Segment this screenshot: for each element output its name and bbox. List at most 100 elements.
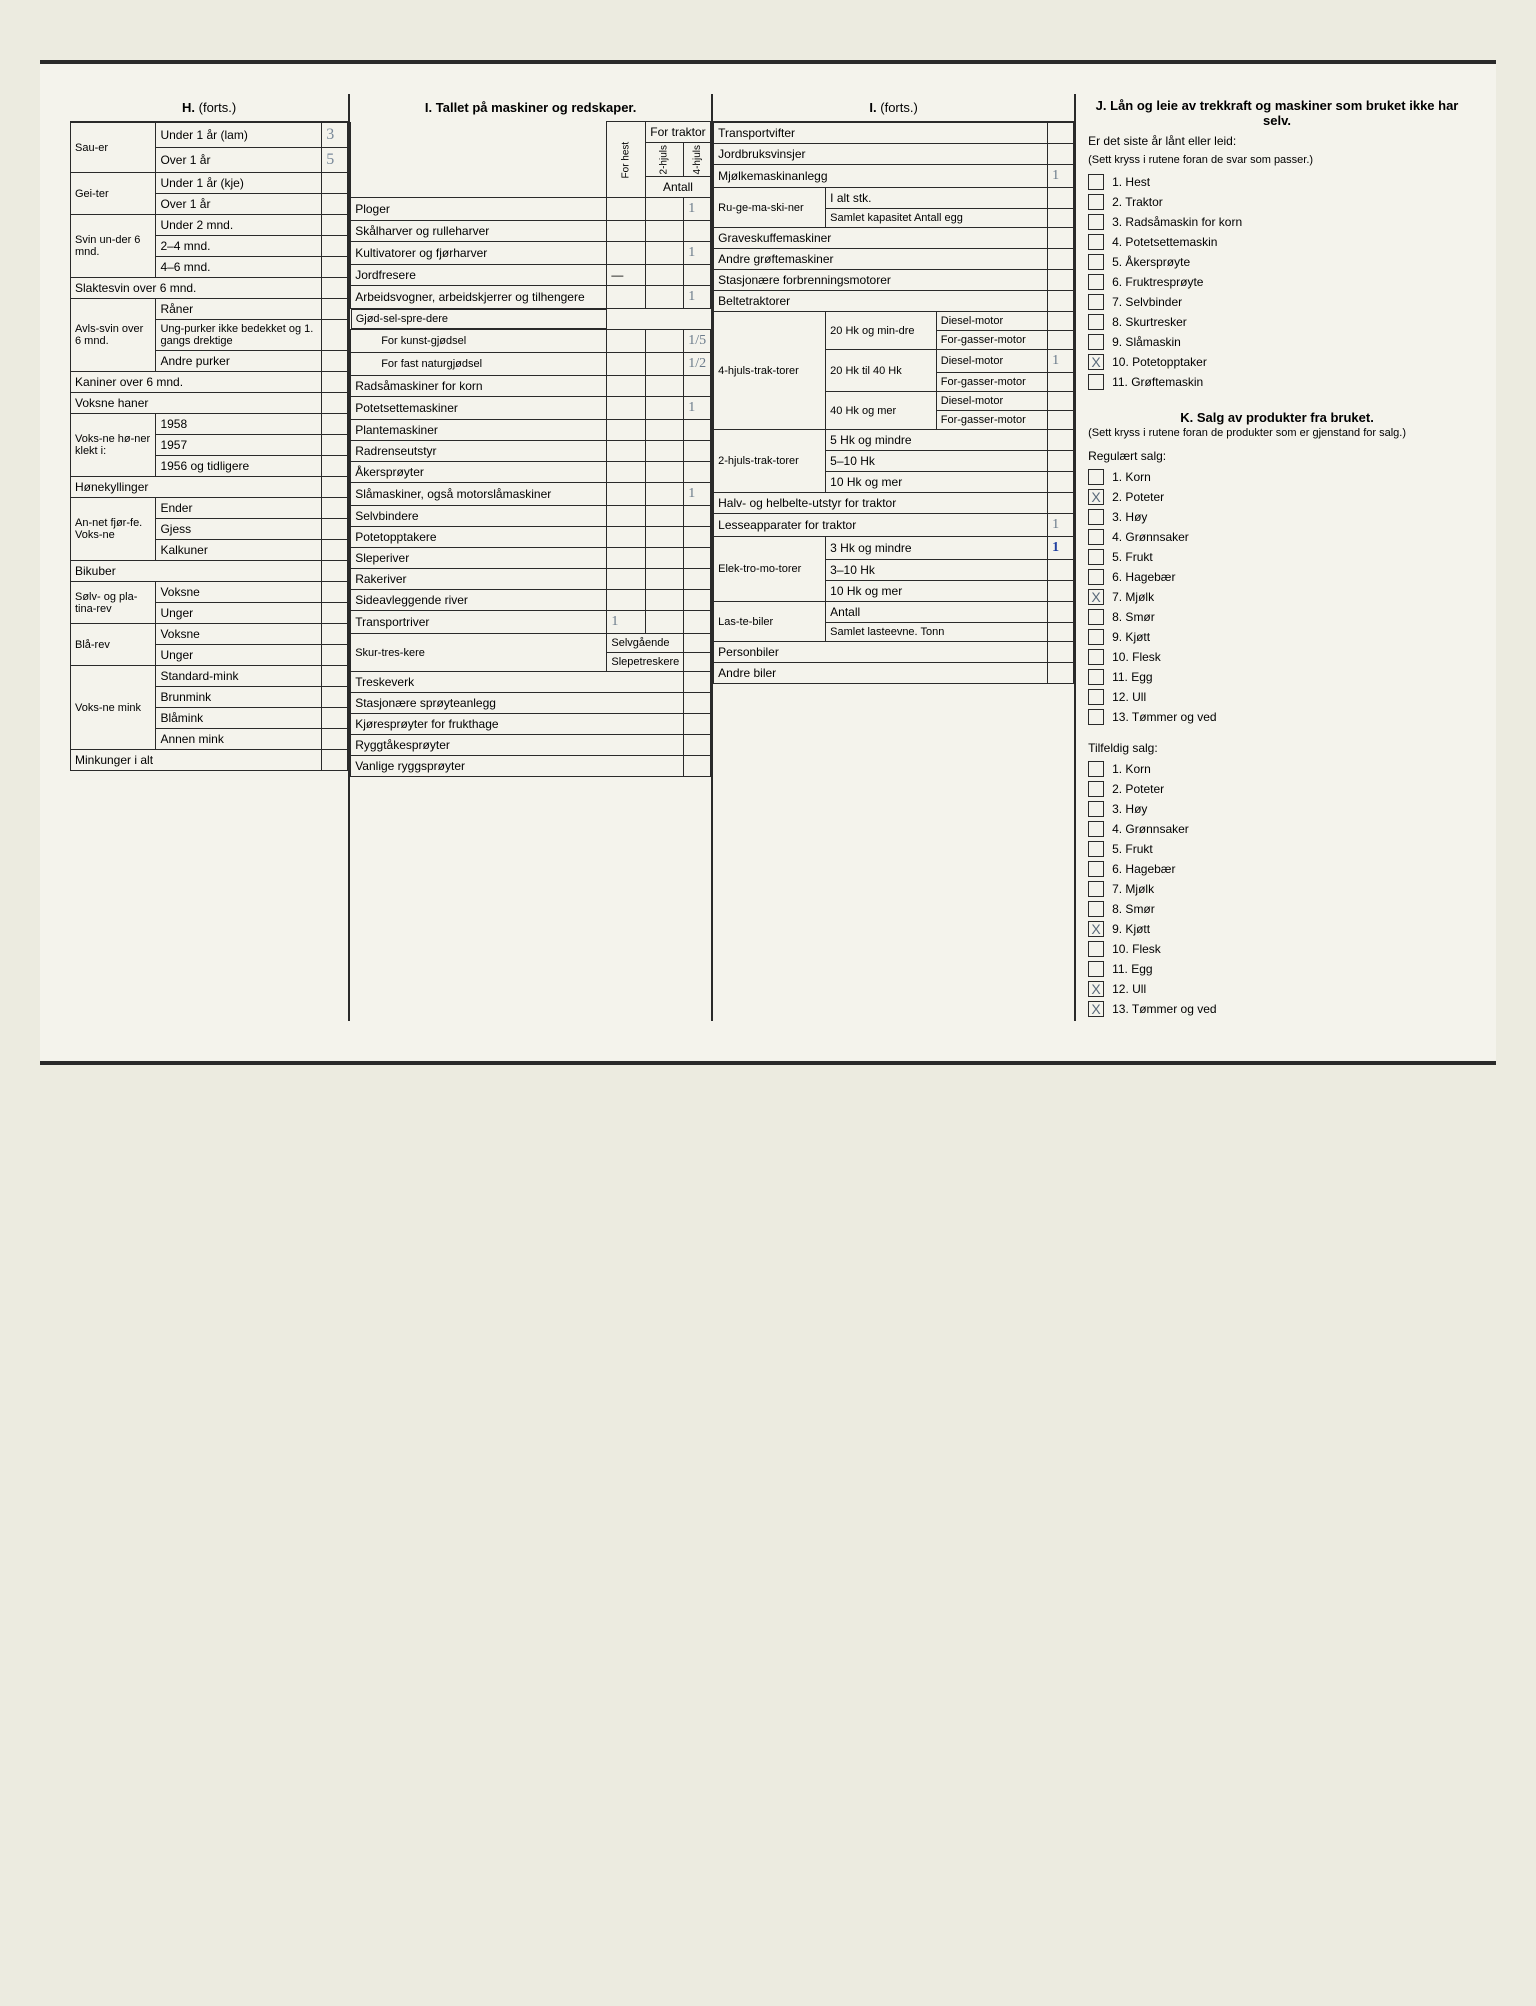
arbeidsvogner-val[interactable]: 1 [684, 286, 711, 309]
k-tilf-item-checkbox-3[interactable] [1088, 821, 1104, 837]
stasjonforbr: Stasjonære forbrenningsmotorer [714, 270, 1048, 291]
j-item-checkbox-10[interactable] [1088, 374, 1104, 390]
transportriver: Transportriver [351, 611, 607, 634]
k-reg-item-checkbox-3[interactable] [1088, 529, 1104, 545]
hk2040: 20 Hk til 40 Hk [826, 350, 937, 392]
gjodsel-label: Gjød-sel-spre-dere [356, 313, 448, 325]
j-item-checkbox-8[interactable] [1088, 334, 1104, 350]
j-item-label-7: 8. Skurtresker [1112, 315, 1466, 329]
k-reg-item-checkbox-10[interactable] [1088, 669, 1104, 685]
hk2-label: 2-hjuls-trak-torer [714, 430, 826, 493]
j-item-label-2: 3. Radsåmaskin for korn [1112, 215, 1466, 229]
andregrofter: Andre grøftemaskiner [714, 249, 1048, 270]
ploger-val[interactable]: 1 [684, 198, 711, 221]
k-reg-item-checkbox-1[interactable]: X [1088, 489, 1104, 505]
hk10m: 10 Hk og mer [826, 472, 1048, 493]
k-tilf-item-checkbox-5[interactable] [1088, 861, 1104, 877]
k-reg-item-row-1: X2. Poteter [1088, 489, 1466, 505]
k-reg-item-checkbox-9[interactable] [1088, 649, 1104, 665]
k-tilf-item-checkbox-0[interactable] [1088, 761, 1104, 777]
j-item-row-3: 4. Potetsettemaskin [1088, 234, 1466, 250]
j-item-checkbox-7[interactable] [1088, 314, 1104, 330]
mjolke: Mjølkemaskinanlegg [714, 165, 1048, 188]
andrebiler: Andre biler [714, 663, 1048, 684]
kultivatorer-val[interactable]: 1 [684, 242, 711, 265]
halvbelte: Halv- og helbelte-utstyr for traktor [714, 493, 1048, 514]
honekyllinger: Hønekyllinger [71, 477, 322, 498]
k-reg-item-checkbox-0[interactable] [1088, 469, 1104, 485]
svin-46: 4–6 mnd. [156, 257, 322, 278]
k-reg-item-checkbox-11[interactable] [1088, 689, 1104, 705]
j-item-checkbox-6[interactable] [1088, 294, 1104, 310]
k-tilf-item-checkbox-4[interactable] [1088, 841, 1104, 857]
diesel2-val[interactable]: 1 [1048, 350, 1074, 373]
k-tilf-item-checkbox-12[interactable]: X [1088, 1001, 1104, 1017]
transportriver-val[interactable]: 1 [607, 611, 645, 634]
j-item-checkbox-0[interactable] [1088, 174, 1104, 190]
diesel3: Diesel-motor [936, 392, 1047, 411]
k-tilf-item-row-5: 6. Hagebær [1088, 861, 1466, 877]
k-tilf-item-row-2: 3. Høy [1088, 801, 1466, 817]
potetopptakere: Potetopptakere [351, 527, 607, 548]
k-tilf-item-checkbox-9[interactable] [1088, 941, 1104, 957]
voksnemink-label: Voks-ne mink [71, 666, 156, 750]
j-item-checkbox-4[interactable] [1088, 254, 1104, 270]
solvrev-unger: Unger [156, 603, 322, 624]
ender: Ender [156, 498, 322, 519]
mjolke-val[interactable]: 1 [1048, 165, 1074, 188]
k-tilf-item-checkbox-6[interactable] [1088, 881, 1104, 897]
slamaskiner-val[interactable]: 1 [684, 483, 711, 506]
diesel2: Diesel-motor [936, 350, 1047, 373]
voksnehaner: Voksne haner [71, 393, 322, 414]
k-tilf-item-label-7: 8. Smør [1112, 902, 1466, 916]
sauer-u1-val[interactable]: 3 [322, 123, 348, 148]
k-tilf-item-row-6: 7. Mjølk [1088, 881, 1466, 897]
rugemaskiner-label: Ru-ge-ma-ski-ner [714, 188, 826, 228]
selvgaende: Selvgående [607, 634, 684, 653]
k-tilf-item-checkbox-1[interactable] [1088, 781, 1104, 797]
k-tilf-item-checkbox-8[interactable]: X [1088, 921, 1104, 937]
k-reg-item-checkbox-12[interactable] [1088, 709, 1104, 725]
andrepurker: Andre purker [156, 351, 322, 372]
k-reg-item-checkbox-4[interactable] [1088, 549, 1104, 565]
k-reg-item-label-12: 13. Tømmer og ved [1112, 710, 1466, 724]
j-item-checkbox-3[interactable] [1088, 234, 1104, 250]
hk3m-val[interactable]: 1 [1048, 537, 1074, 560]
column-i-cont: I. (forts.) Transportvifter Jordbruksvin… [712, 94, 1075, 1021]
sauer-o1-val[interactable]: 5 [322, 148, 348, 173]
k-reg-item-checkbox-6[interactable]: X [1088, 589, 1104, 605]
forgasser2: For-gasser-motor [936, 373, 1047, 392]
k-reg-item-checkbox-7[interactable] [1088, 609, 1104, 625]
stasjonaere: Stasjonære sprøyteanlegg [351, 693, 684, 714]
lesseapp-val[interactable]: 1 [1048, 514, 1074, 537]
k-reg-item-checkbox-2[interactable] [1088, 509, 1104, 525]
k-tilf-item-checkbox-2[interactable] [1088, 801, 1104, 817]
blamink: Blåmink [156, 708, 322, 729]
k-tilf-item-row-11: X 12. Ull [1088, 981, 1466, 997]
j-item-checkbox-9[interactable]: X [1088, 354, 1104, 370]
j-item-checkbox-2[interactable] [1088, 214, 1104, 230]
j-item-checkbox-1[interactable] [1088, 194, 1104, 210]
k-tilf-item-label-3: 4. Grønnsaker [1112, 822, 1466, 836]
k-reg-item-checkbox-8[interactable] [1088, 629, 1104, 645]
k-reg-item-row-2: 3. Høy [1088, 509, 1466, 525]
solvrev-voksne: Voksne [156, 582, 322, 603]
k-tilf-item-row-4: 5. Frukt [1088, 841, 1466, 857]
h2: 2-hjuls [645, 143, 683, 177]
k-tilf-item-label-11: 12. Ull [1112, 982, 1466, 996]
antall-label: Antall [645, 177, 710, 198]
kunstgjodsel-val[interactable]: 1/5 [684, 330, 711, 353]
k-reg-item-checkbox-5[interactable] [1088, 569, 1104, 585]
gjess: Gjess [156, 519, 322, 540]
j-item-checkbox-5[interactable] [1088, 274, 1104, 290]
fastgjodsel-val[interactable]: 1/2 [684, 353, 711, 376]
for-traktor: For traktor [645, 122, 710, 143]
sauer-o1: Over 1 år [156, 148, 322, 173]
potetsette-val[interactable]: 1 [684, 397, 711, 420]
jordfresere: Jordfresere [351, 265, 607, 286]
k-tilf-item-checkbox-7[interactable] [1088, 901, 1104, 917]
k-reg-item-label-7: 8. Smør [1112, 610, 1466, 624]
k-tilf-item-checkbox-11[interactable]: X [1088, 981, 1104, 997]
k-tilf-item-checkbox-10[interactable] [1088, 961, 1104, 977]
k-reg-item-row-3: 4. Grønnsaker [1088, 529, 1466, 545]
